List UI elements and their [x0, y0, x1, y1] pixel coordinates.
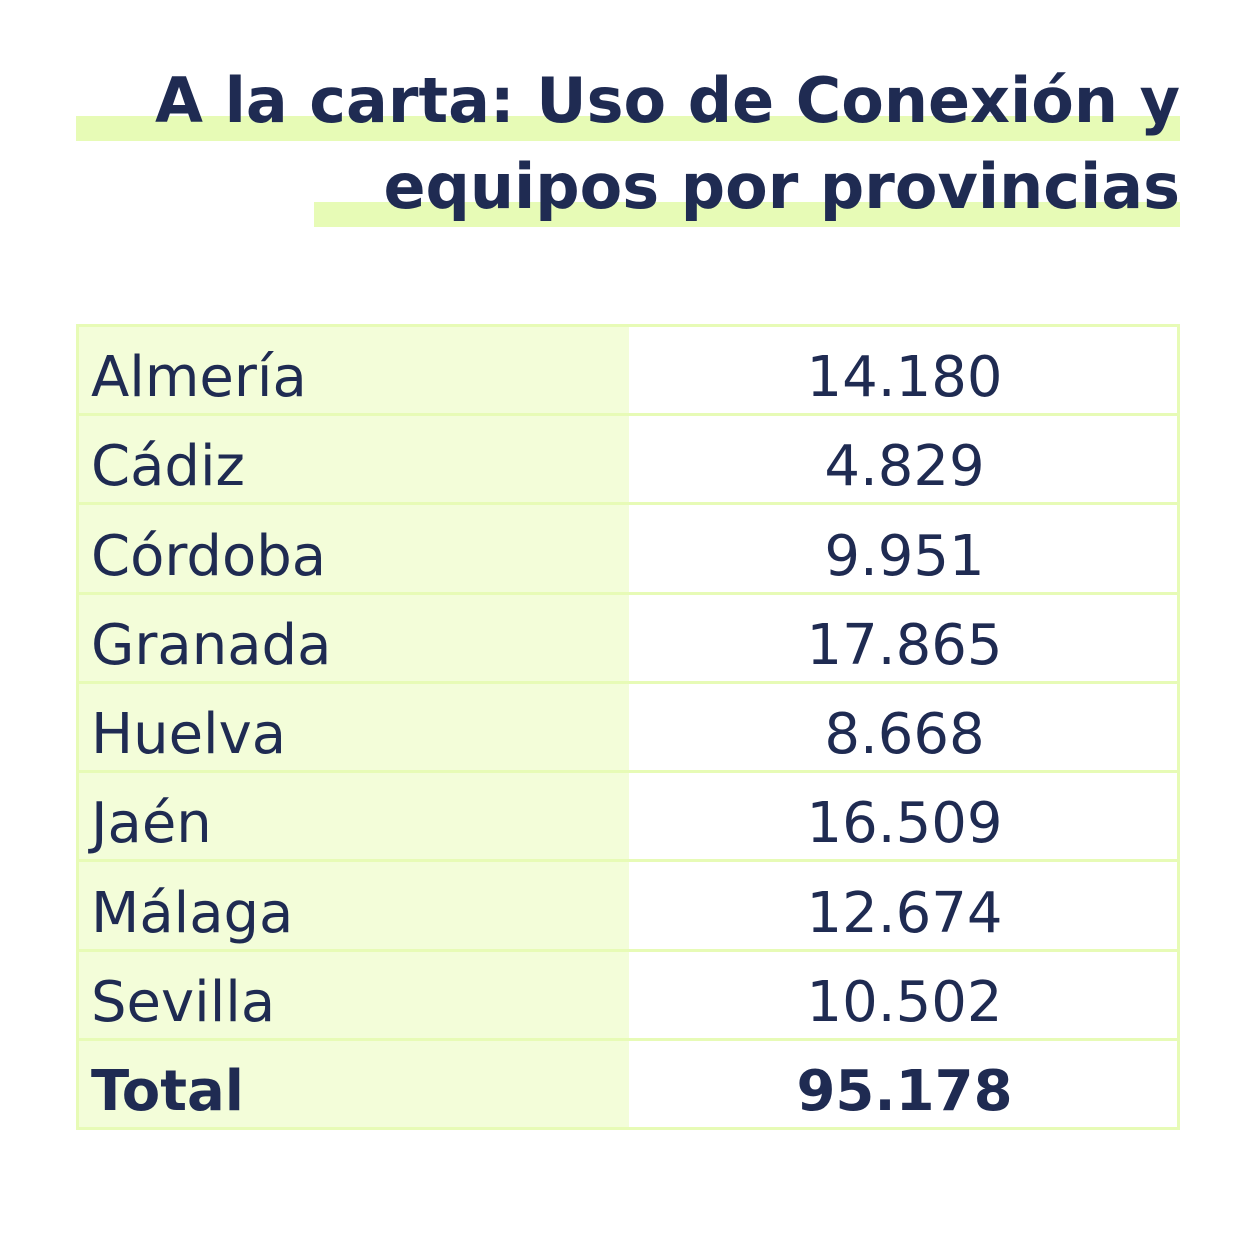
province-value: 9.951 — [629, 505, 1177, 592]
province-name: Huelva — [79, 683, 629, 771]
total-value: 95.178 — [629, 1040, 1177, 1127]
province-value: 8.668 — [629, 683, 1177, 771]
province-value: 4.829 — [629, 416, 1177, 503]
value-text: 12.674 — [806, 880, 1003, 946]
table-row: Málaga 12.674 — [79, 859, 1177, 949]
province-name: Jaén — [79, 773, 629, 860]
value-text: 16.509 — [806, 791, 1003, 857]
province-name: Almería — [79, 327, 629, 414]
province-value: 16.509 — [629, 773, 1177, 860]
title-highlight-1 — [76, 116, 1180, 141]
province-value: 12.674 — [629, 862, 1177, 949]
table-row: Jaén 16.509 — [79, 770, 1177, 860]
table-row: Almería 14.180 — [79, 327, 1177, 414]
total-value-text: 95.178 — [796, 1058, 1013, 1124]
value-text: 8.668 — [824, 702, 985, 768]
table-row: Granada 17.865 — [79, 591, 1177, 681]
value-text: 4.829 — [824, 434, 985, 500]
table-row: Sevilla 10.502 — [79, 948, 1177, 1038]
province-value: 10.502 — [629, 951, 1177, 1038]
table-row: Córdoba 9.951 — [79, 502, 1177, 592]
value-text: 14.180 — [806, 345, 1003, 411]
title-text-2: equipos por provincias — [383, 150, 1180, 223]
total-label: Total — [79, 1040, 629, 1127]
table-row: Cádiz 4.829 — [79, 413, 1177, 503]
table-row: Huelva 8.668 — [79, 680, 1177, 771]
province-table: Almería 14.180 Cádiz 4.829 Córdoba 9.951… — [76, 324, 1180, 1130]
province-name: Málaga — [79, 862, 629, 949]
title-text-1: A la carta: Uso de Conexión y — [155, 64, 1180, 137]
province-name: Sevilla — [79, 951, 629, 1038]
value-text: 10.502 — [806, 969, 1003, 1035]
value-text: 9.951 — [824, 523, 985, 589]
table-total-row: Total 95.178 — [79, 1037, 1177, 1127]
value-text: 17.865 — [806, 612, 1003, 678]
province-value: 17.865 — [629, 594, 1177, 681]
province-name: Granada — [79, 594, 629, 681]
province-value: 14.180 — [629, 327, 1177, 414]
title-line-1: A la carta: Uso de Conexión y — [76, 58, 1180, 144]
province-name: Cádiz — [79, 416, 629, 503]
chart-title: A la carta: Uso de Conexión y equipos po… — [76, 58, 1180, 230]
title-line-2: equipos por provincias — [76, 144, 1180, 230]
province-name: Córdoba — [79, 505, 629, 592]
title-highlight-2 — [314, 202, 1180, 227]
